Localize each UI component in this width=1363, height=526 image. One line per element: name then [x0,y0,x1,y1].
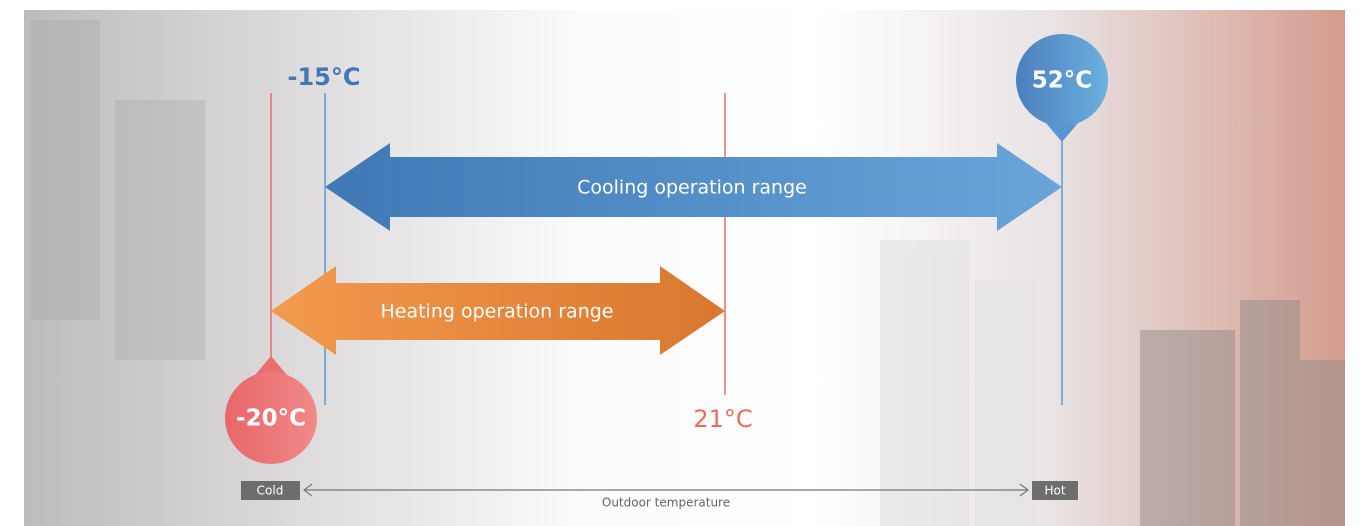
heating-max-label: 21°C [693,405,752,433]
cold-label: Cold [257,484,284,498]
cooling-max-label: 52°C [1032,68,1092,94]
cooling-min-label: -15°C [288,63,361,91]
heating-min-label: -20°C [236,406,306,432]
cooling-label: Cooling operation range [577,177,807,199]
buildings [880,240,1035,526]
axis-label: Outdoor temperature [602,496,730,510]
infographic: Cooling operation range Heating operatio… [0,0,1363,526]
heating-label: Heating operation range [380,301,613,323]
hot-label: Hot [1044,484,1065,498]
